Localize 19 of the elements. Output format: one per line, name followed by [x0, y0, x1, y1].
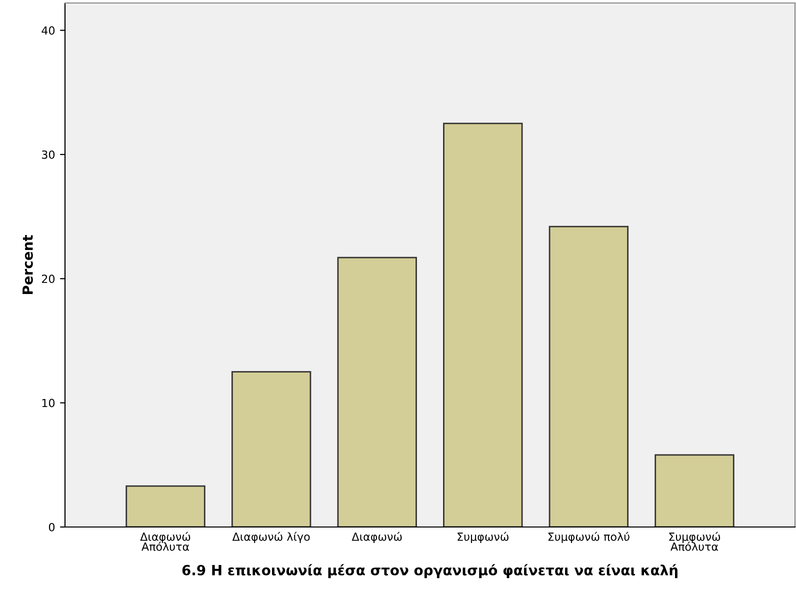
x-axis-title: 6.9 Η επικοινωνία μέσα στον οργανισμό φαίνεται να είναι καλή — [182, 564, 678, 578]
bar — [126, 485, 206, 527]
x-tick-label: Συμφωνώ πολύ — [548, 532, 630, 544]
y-tick-label: 40 — [42, 26, 55, 35]
bar — [548, 226, 629, 527]
y-tick-label: 30 — [42, 150, 55, 159]
x-tick-label: Διαφωνώ λίγο — [232, 532, 310, 544]
y-axis-title: Percent — [22, 235, 33, 294]
x-tick-label: Συμφωνώ — [458, 532, 508, 544]
y-tick-label: 20 — [42, 274, 55, 284]
y-tick-label: 10 — [42, 398, 55, 408]
x-tick-label: Συμφωνώ Απόλυτα — [669, 532, 720, 551]
bar — [654, 454, 734, 527]
y-tick-label: 0 — [48, 522, 55, 532]
bar — [231, 371, 312, 527]
x-tick-label: Διαφωνώ — [352, 532, 402, 544]
x-tick-label: Διαφωνώ Απόλυτα — [140, 532, 190, 551]
bar — [443, 122, 523, 527]
bar — [337, 256, 417, 527]
